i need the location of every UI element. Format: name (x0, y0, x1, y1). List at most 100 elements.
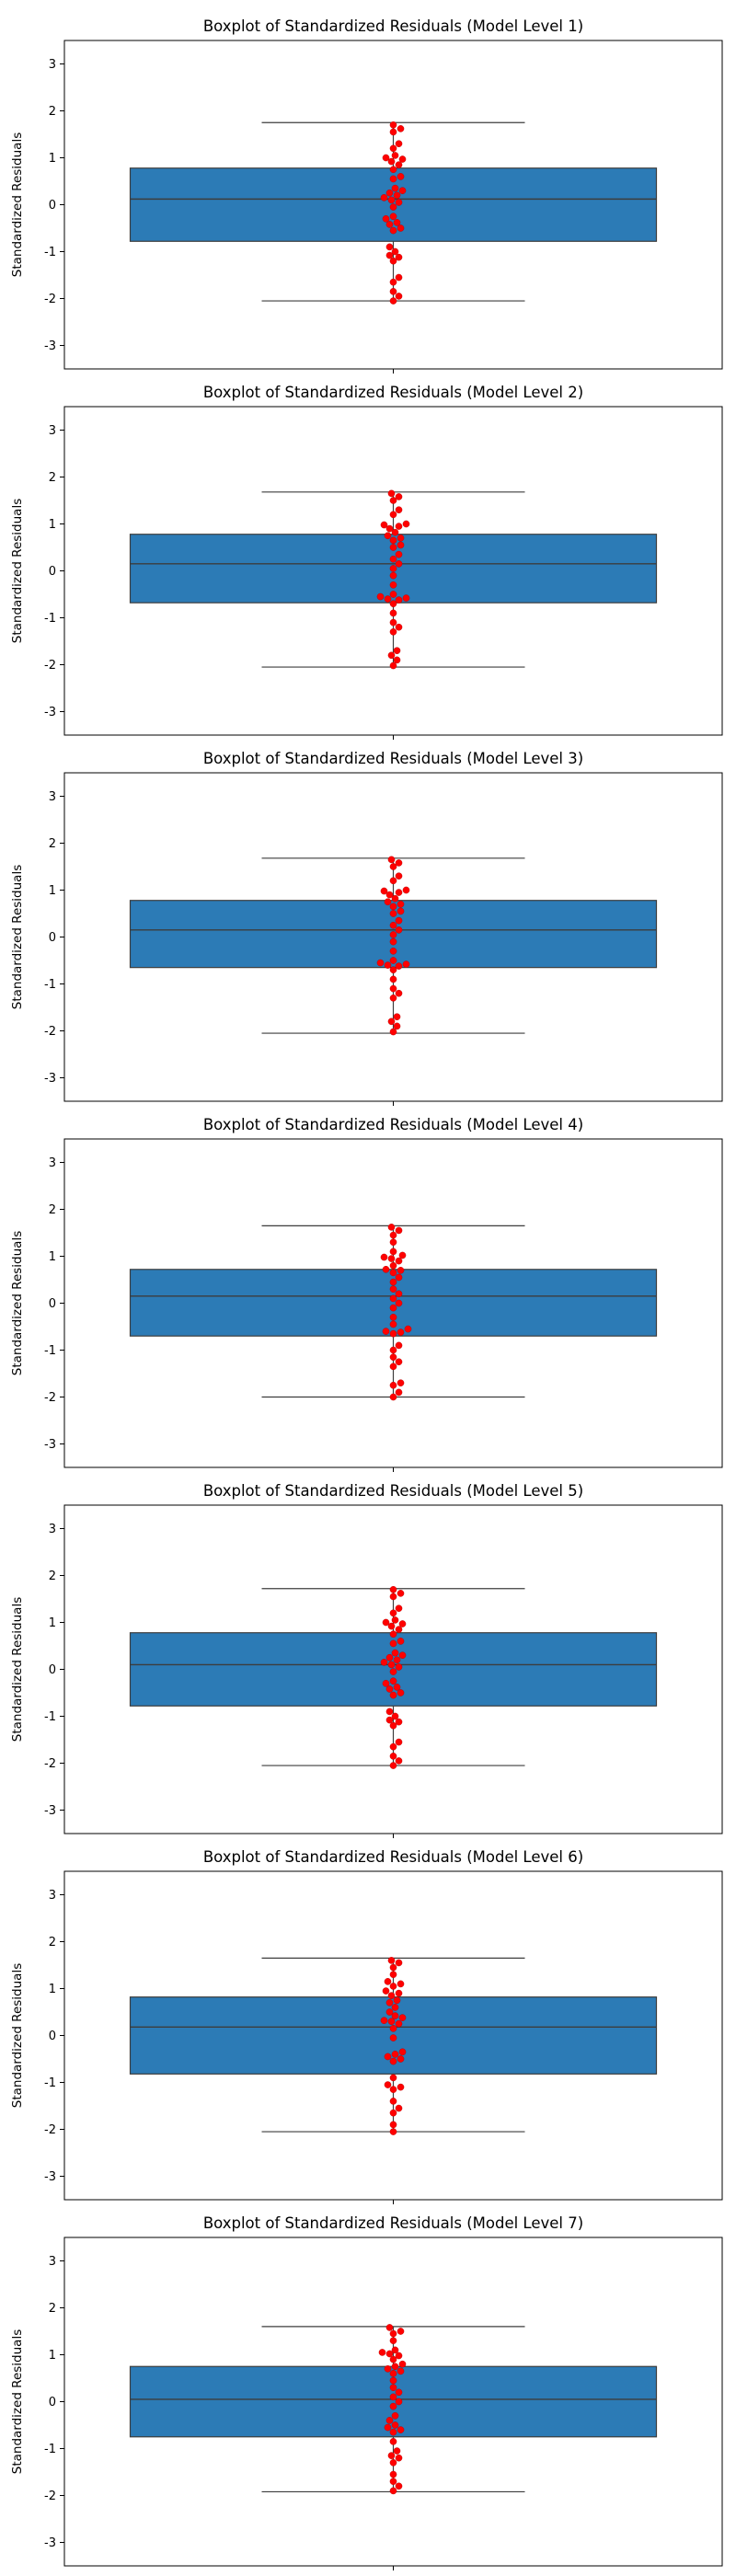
residual-point (391, 2346, 399, 2354)
residual-point (389, 2086, 397, 2093)
residual-point (395, 1738, 403, 1746)
residual-point (380, 1659, 388, 1666)
y-tick-label: -3 (44, 2536, 56, 2550)
residual-point (397, 1328, 405, 1336)
residual-point (389, 1586, 397, 1593)
residual-point (385, 1653, 394, 1662)
y-axis-label: Standardized Residuals (10, 132, 25, 277)
y-tick-label: -1 (44, 246, 56, 259)
residual-point (395, 1299, 403, 1307)
y-tick-label: 2 (49, 2302, 56, 2316)
residual-point (398, 2048, 407, 2056)
residual-point (387, 1661, 396, 1669)
residual-point (389, 297, 397, 305)
residual-point (389, 2393, 397, 2401)
y-tick-label: 3 (49, 1889, 56, 1903)
residual-point (398, 2360, 407, 2368)
residual-point (395, 506, 403, 514)
residual-point (389, 1363, 397, 1371)
y-tick-label: -3 (44, 2170, 56, 2184)
residual-point (389, 877, 397, 885)
residual-point (395, 859, 403, 867)
residual-point (389, 661, 397, 670)
chart-panel-1: Boxplot of Standardized Residuals (Model… (10, 17, 723, 374)
y-tick-label: 3 (49, 1156, 56, 1170)
residual-point (391, 894, 399, 903)
chart-panel-7: Boxplot of Standardized Residuals (Model… (10, 2214, 723, 2570)
y-tick-label: 3 (49, 790, 56, 804)
residual-point (393, 656, 401, 664)
residual-point (387, 1224, 396, 1231)
y-tick-label: -1 (44, 2076, 56, 2090)
plot-frame (63, 1138, 723, 1468)
residual-point (389, 2376, 397, 2385)
residual-point (395, 1226, 403, 1235)
residual-point (389, 2034, 397, 2041)
y-tick-label: 0 (49, 565, 56, 579)
residual-point (391, 2012, 399, 2019)
chart-title: Boxplot of Standardized Residuals (Model… (203, 1482, 583, 1500)
residual-point (389, 1630, 397, 1639)
residual-point (389, 995, 397, 1002)
residual-point (389, 1593, 397, 1601)
residual-point (395, 1273, 403, 1282)
residual-point (384, 595, 392, 603)
residual-point (395, 2388, 403, 2397)
y-tick-label: -3 (44, 1072, 56, 1086)
residual-point (387, 856, 396, 864)
residual-point (385, 2417, 394, 2424)
residual-point (382, 1328, 390, 1335)
residual-point (389, 571, 397, 580)
residual-point (391, 2421, 399, 2429)
y-tick-label: 1 (49, 1250, 56, 1264)
residual-point (397, 1638, 405, 1645)
residual-point (397, 173, 405, 180)
plot-frame (63, 406, 723, 736)
residual-point (389, 1269, 397, 1277)
residual-point (391, 152, 399, 159)
residual-point (389, 1285, 397, 1293)
residual-point (380, 194, 388, 201)
y-tick-label: 2 (49, 1936, 56, 1949)
residual-point (389, 931, 397, 938)
residual-point (389, 2057, 397, 2065)
y-tick-label: -2 (44, 1757, 56, 1771)
residual-point (389, 1248, 397, 1256)
residual-point (389, 1762, 397, 1769)
y-tick-label: 3 (49, 2255, 56, 2269)
residual-point (389, 1983, 397, 1990)
residual-point (397, 901, 405, 908)
residual-point (389, 1677, 397, 1685)
y-tick-label: -1 (44, 2443, 56, 2456)
y-tick-label: 2 (49, 471, 56, 485)
residual-point (395, 1959, 403, 1967)
residual-point (395, 623, 403, 631)
residual-point (395, 199, 403, 206)
residual-point (389, 2487, 397, 2495)
y-tick-label: -2 (44, 1025, 56, 1039)
residual-point (389, 1028, 397, 1036)
residual-point (389, 1721, 397, 1730)
residual-point (389, 166, 397, 174)
residual-point (398, 1651, 407, 1659)
residual-point (385, 243, 394, 251)
residual-point (389, 565, 397, 572)
residual-point (397, 224, 405, 232)
residual-point (376, 959, 385, 967)
residual-point (385, 1708, 394, 1716)
residual-point (384, 961, 392, 969)
residual-point (389, 2098, 397, 2105)
residual-point (389, 2370, 397, 2377)
residual-point (389, 2329, 397, 2338)
residual-point (389, 903, 397, 911)
residual-point (387, 2452, 396, 2459)
y-tick-label: -2 (44, 293, 56, 306)
residual-point (398, 187, 407, 194)
chart-title: Boxplot of Standardized Residuals (Model… (203, 1116, 583, 1133)
residual-point (389, 203, 397, 211)
residual-point (402, 520, 410, 528)
residual-point (384, 532, 392, 540)
residual-point (389, 2428, 397, 2436)
residual-point (389, 591, 397, 598)
y-axis-label: Standardized Residuals (10, 1231, 25, 1375)
